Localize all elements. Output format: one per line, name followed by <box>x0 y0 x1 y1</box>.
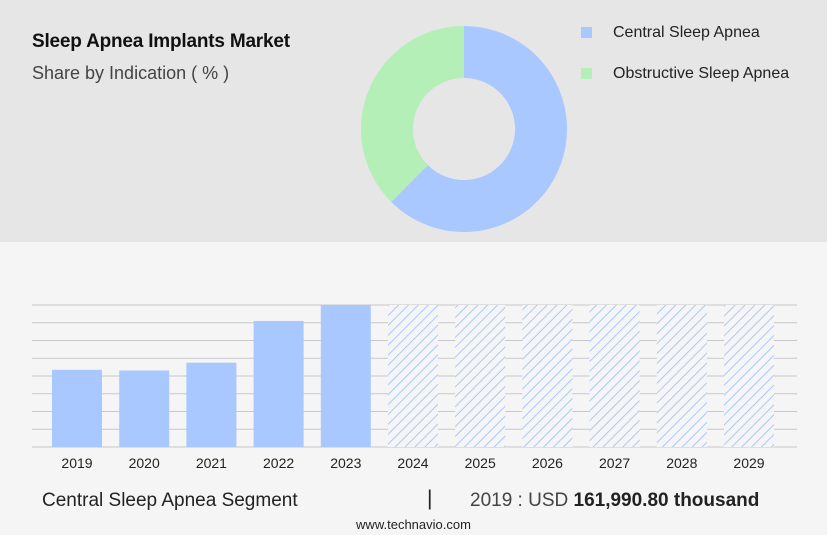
chart-subtitle: Share by Indication ( % ) <box>32 63 230 83</box>
x-tick-2029: 2029 <box>733 455 764 471</box>
chart-title: Sleep Apnea Implants Market <box>32 31 290 52</box>
x-tick-2023: 2023 <box>330 455 361 471</box>
x-tick-2024: 2024 <box>397 455 428 471</box>
x-tick-2025: 2025 <box>465 455 496 471</box>
bar-2022 <box>253 320 304 447</box>
bar-2024 <box>388 305 438 447</box>
bar-2023 <box>320 305 371 447</box>
donut-slice-0 <box>391 26 567 232</box>
bar-2019 <box>52 369 102 447</box>
bar-2027 <box>589 305 640 447</box>
segment-value-prefix: 2019 : USD <box>470 490 574 511</box>
x-tick-2021: 2021 <box>196 455 227 471</box>
x-tick-2026: 2026 <box>532 455 563 471</box>
x-tick-2022: 2022 <box>263 455 294 471</box>
bar-2028 <box>656 305 707 447</box>
bar-2020 <box>119 370 170 447</box>
bar-chart <box>52 305 774 447</box>
x-axis-ticks: 2019 2020 2021 2022 2023 2024 2025 2026 2027 2028… <box>61 455 764 471</box>
x-tick-2020: 2020 <box>129 455 160 471</box>
segment-value-amount: 161,990.80 thousand <box>573 490 760 511</box>
donut-chart <box>361 26 567 232</box>
segment-value: 2019 : USD 161,990.80 thousand <box>470 490 759 512</box>
bar-2025 <box>455 305 506 447</box>
legend-label-obstructive: Obstructive Sleep Apnea <box>613 64 790 82</box>
x-tick-2028: 2028 <box>666 455 697 471</box>
x-tick-2019: 2019 <box>61 455 92 471</box>
donut-slice-1 <box>361 26 464 202</box>
legend-item-central: Central Sleep Apnea <box>581 12 789 53</box>
legend-item-obstructive: Obstructive Sleep Apnea <box>581 53 789 94</box>
legend: Central Sleep Apnea Obstructive Sleep Ap… <box>581 12 789 94</box>
footer-separator: | <box>427 487 433 510</box>
segment-label: Central Sleep Apnea Segment <box>42 490 298 511</box>
bar-2029 <box>724 305 774 447</box>
legend-label-central: Central Sleep Apnea <box>613 23 760 41</box>
website-link[interactable]: www.technavio.com <box>356 517 471 532</box>
x-tick-2027: 2027 <box>599 455 630 471</box>
bar-2026 <box>522 305 573 447</box>
legend-swatch-central <box>581 27 592 38</box>
legend-swatch-obstructive <box>581 68 592 79</box>
bar-2021 <box>186 362 237 447</box>
